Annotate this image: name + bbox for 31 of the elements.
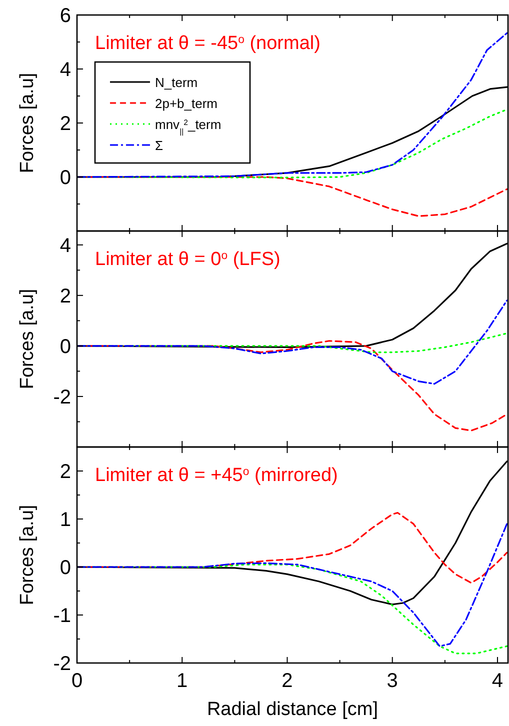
y-tick-label: 0 xyxy=(60,167,71,189)
line-series xyxy=(77,32,508,178)
legend-label: Σ xyxy=(155,138,164,153)
y-axis-title: Forces [a.u] xyxy=(17,504,38,606)
line-series xyxy=(77,300,508,385)
y-tick-label: -1 xyxy=(53,605,71,627)
y-tick-label: 1 xyxy=(60,509,71,531)
y-tick-label: 2 xyxy=(60,285,71,308)
y-axis-title: Forces [a.u] xyxy=(17,288,38,390)
annotation: Limiter at θ = -45$^{o}$ (normal) xyxy=(95,33,320,54)
x-tick-label: 2 xyxy=(282,670,293,692)
y-tick-label: 2 xyxy=(60,461,71,483)
y-tick-label: 2 xyxy=(60,113,71,135)
x-axis-title: Radial distance [cm] xyxy=(206,699,378,720)
x-tick-label: 4 xyxy=(492,670,504,692)
y-axis-title: Forces [a.u] xyxy=(17,72,38,174)
y-tick-label: 6 xyxy=(60,5,71,27)
y-tick-label: 4 xyxy=(60,59,71,81)
y-tick-label: 4 xyxy=(60,234,71,257)
line-series xyxy=(77,523,508,647)
legend-label: mnv$_{||}$$^{2}$_term xyxy=(155,117,222,136)
annotation: Limiter at θ = +45$^{o}$ (mirrored) xyxy=(95,465,338,486)
x-tick-label: 3 xyxy=(386,670,398,692)
y-tick-label: 0 xyxy=(60,336,71,358)
y-tick-label: -2 xyxy=(53,386,71,408)
legend-label: 2p+b_term xyxy=(155,96,218,111)
y-tick-label: -2 xyxy=(53,653,71,675)
legend-label: N_term xyxy=(155,75,198,90)
annotation: Limiter at θ = 0$^{o}$ (LFS) xyxy=(95,249,280,270)
y-tick-label: 0 xyxy=(60,557,71,579)
x-tick-label: 1 xyxy=(176,670,188,692)
